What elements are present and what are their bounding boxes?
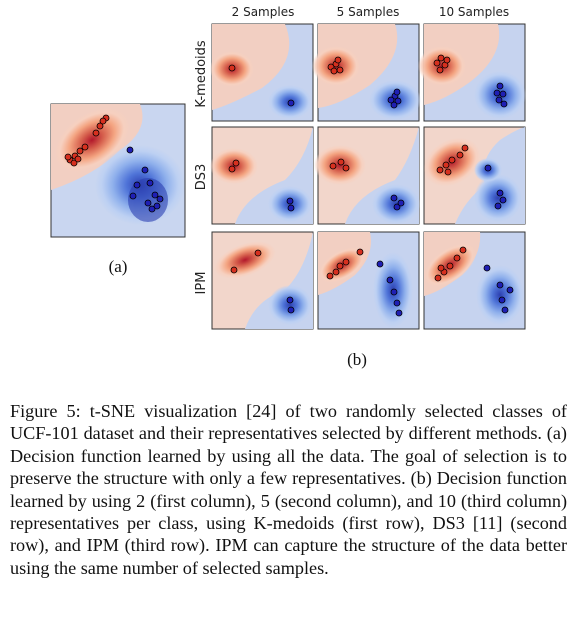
- figure-caption: Figure 5: t-SNE visualization [24] of tw…: [10, 401, 567, 578]
- panel-kmedoids-10: [418, 23, 526, 122]
- label-b: (b): [347, 350, 367, 369]
- panel-a-decision-function: [50, 103, 186, 238]
- panel-kmedoids-5: [312, 23, 421, 122]
- panel-ipm-10: [423, 231, 526, 330]
- row-header-ds3: DS3: [194, 164, 209, 191]
- panel-ipm-5: [317, 231, 420, 330]
- column-header-2-samples: 2 Samples: [232, 5, 295, 19]
- panel-ds3-10: [423, 126, 526, 225]
- panel-ipm-2: [211, 231, 314, 330]
- column-header-10-samples: 10 Samples: [439, 5, 509, 19]
- figure-5: 2 Samples 5 Samples 10 Samples K-medoids…: [50, 5, 526, 369]
- panel-ds3-2: [210, 126, 314, 225]
- panel-ds3-5: [314, 126, 420, 225]
- row-header-kmedoids: K-medoids: [194, 40, 209, 108]
- row-header-ipm: IPM: [194, 272, 209, 295]
- column-header-5-samples: 5 Samples: [337, 5, 400, 19]
- panel-kmedoids-2: [210, 23, 314, 122]
- label-a: (a): [109, 257, 128, 276]
